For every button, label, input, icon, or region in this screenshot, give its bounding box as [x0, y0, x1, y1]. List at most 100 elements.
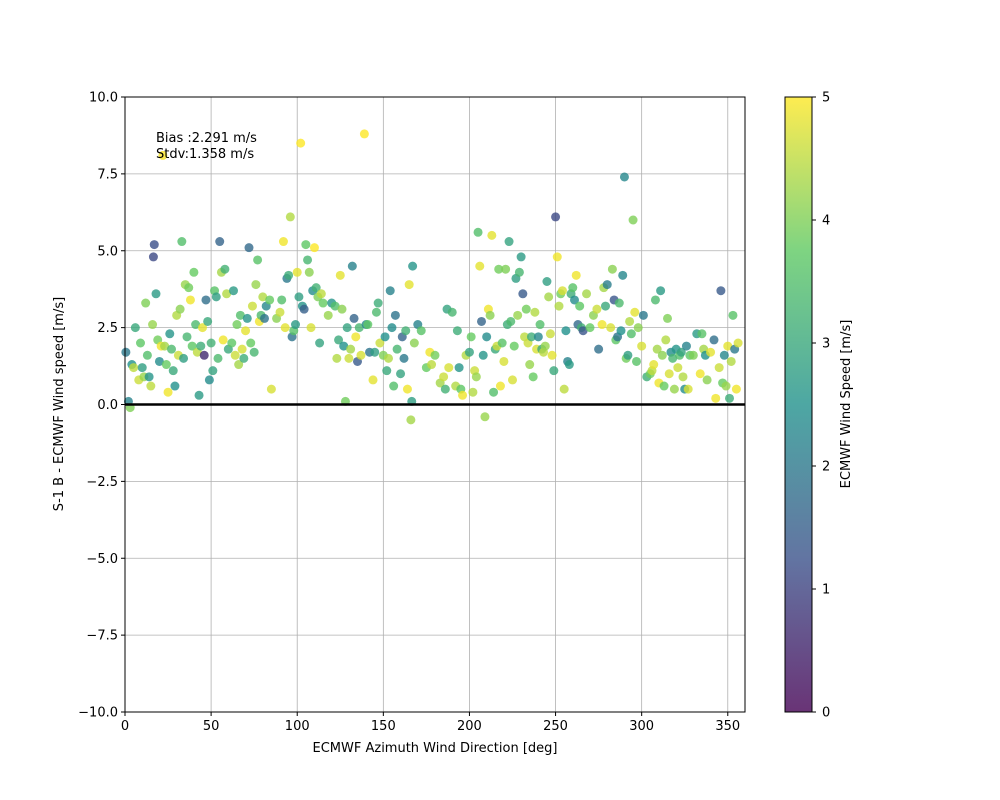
scatter-point [430, 350, 440, 360]
scatter-point [175, 304, 185, 314]
scatter-point [678, 372, 688, 382]
scatter-point [473, 227, 483, 237]
scatter-point [235, 310, 245, 320]
scatter-point [597, 320, 607, 330]
scatter-point [601, 301, 610, 311]
y-tick-label: −2.5 [86, 475, 118, 490]
scatter-point [349, 313, 359, 323]
scatter-point [211, 292, 221, 302]
scatter-point [726, 356, 736, 366]
scatter-point [673, 363, 683, 373]
scatter-point [199, 350, 209, 360]
scatter-point [280, 323, 290, 333]
scatter-point [439, 372, 449, 382]
stdv-annotation: Stdv:1.358 m/s [156, 147, 254, 162]
scatter-point [363, 320, 373, 330]
scatter-point [284, 270, 294, 280]
scatter-point [638, 310, 648, 320]
scatter-point [385, 286, 395, 296]
x-tick-label: 250 [543, 719, 568, 734]
scatter-point [444, 363, 454, 373]
scatter-point [528, 372, 538, 382]
scatter-point [399, 353, 409, 363]
scatter-point [618, 270, 628, 280]
scatter-point [568, 283, 578, 293]
scatter-point [464, 347, 474, 357]
scatter-point [406, 415, 416, 425]
scatter-point [452, 326, 462, 336]
scatter-point [203, 316, 213, 326]
scatter-point [137, 363, 147, 373]
scatter-point [466, 332, 476, 342]
scatter-point [664, 369, 674, 379]
scatter-point [656, 286, 666, 296]
scatter-point [559, 384, 569, 394]
scatter-points [121, 129, 743, 425]
scatter-point [495, 381, 505, 391]
scatter-point [206, 338, 216, 348]
scatter-point [571, 270, 581, 280]
scatter-point [458, 390, 468, 400]
scatter-point [306, 323, 316, 333]
scatter-point [637, 341, 647, 351]
scatter-point [384, 353, 393, 363]
scatter-point [669, 384, 679, 394]
scatter-point [614, 298, 624, 308]
scatter-point [575, 301, 585, 311]
scatter-point [335, 270, 345, 280]
scatter-point [409, 338, 419, 348]
scatter-point [663, 313, 672, 323]
scatter-point [530, 307, 540, 317]
x-tick-label: 350 [715, 719, 740, 734]
scatter-point [688, 350, 698, 360]
scatter-point [311, 283, 321, 293]
scatter-point [177, 237, 187, 247]
colorbar-ticks: 0 1 2 3 4 5 [812, 91, 830, 721]
scatter-point [246, 338, 256, 348]
scatter-point [253, 255, 263, 265]
scatter-point [249, 347, 259, 357]
scatter-point [657, 350, 667, 360]
scatter-point [163, 387, 173, 397]
scatter-point [291, 320, 300, 330]
scatter-point [356, 350, 366, 360]
scatter-point [244, 243, 254, 253]
scatter-point [582, 289, 592, 299]
scatter-point [392, 344, 402, 354]
scatter-point [227, 338, 237, 348]
scatter-point [592, 304, 602, 314]
colorbar-tick-label: 4 [822, 214, 830, 229]
scatter-point [260, 313, 269, 323]
scatter-point [607, 264, 617, 274]
scatter-point [149, 240, 159, 250]
scatter-point [509, 341, 519, 351]
scatter-point [382, 366, 392, 376]
scatter-point [390, 310, 400, 320]
scatter-point [294, 292, 304, 302]
scatter-point [711, 393, 721, 403]
scatter-point [650, 295, 660, 305]
scatter-point [241, 326, 251, 336]
scatter-point [323, 310, 333, 320]
scatter-point [516, 252, 526, 262]
scatter-point [130, 323, 140, 333]
scatter-point [477, 316, 486, 326]
scatter-point [721, 381, 731, 391]
scatter-point [316, 289, 326, 299]
scatter-point [380, 332, 390, 342]
scatter-point [547, 350, 557, 360]
scatter-point [196, 341, 206, 351]
scatter-point [299, 304, 309, 314]
scatter-point [540, 341, 550, 351]
scatter-point [146, 381, 156, 391]
scatter-point [296, 138, 306, 148]
scatter-point [337, 304, 347, 314]
scatter-point [330, 301, 340, 311]
scatter-point [478, 350, 488, 360]
scatter-point [697, 329, 707, 339]
scatter-point [189, 267, 199, 277]
colorbar-label: ECMWF Wind Speed [m/s] [839, 320, 854, 489]
y-axis-label: S-1 B - ECMWF Wind speed [m/s] [52, 297, 67, 511]
scatter-point [526, 332, 536, 342]
scatter-point [630, 307, 640, 317]
